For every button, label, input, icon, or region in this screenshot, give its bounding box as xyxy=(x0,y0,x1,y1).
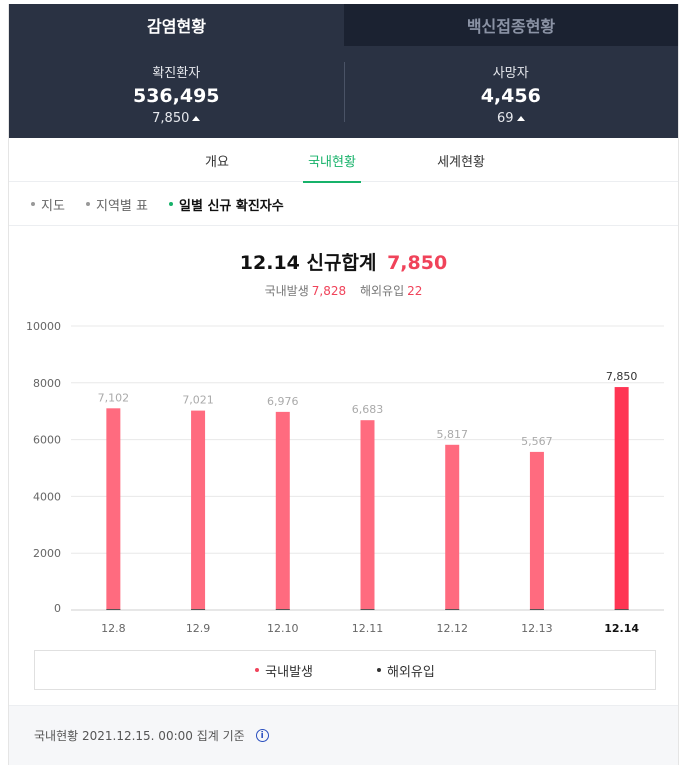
filter-daily-new-label: 일별 신규 확진자수 xyxy=(179,198,284,214)
bar-overseas-segment xyxy=(445,609,460,610)
tab-vaccination-status[interactable]: 백신접종현황 xyxy=(344,4,678,46)
bar-overseas-segment xyxy=(106,609,121,610)
filter-map[interactable]: 지도 xyxy=(31,182,65,226)
summary-date: 12.14 xyxy=(239,252,300,274)
tab-infection-status[interactable]: 감염현황 xyxy=(9,4,344,46)
arrow-up-icon xyxy=(516,116,525,121)
data-label: 6,683 xyxy=(352,403,384,416)
footer-source-text: 국내현황 2021.12.15. 00:00 집계 기준 xyxy=(34,729,245,743)
covid-status-panel: 감염현황 백신접종현황 확진환자 536,495 7,850 사망자 4,456… xyxy=(8,4,679,765)
deaths-delta-value: 69 xyxy=(496,111,514,126)
bar xyxy=(614,387,629,610)
bar xyxy=(106,408,121,610)
overseas-value: 22 xyxy=(407,284,423,298)
filter-region-table[interactable]: 지역별 표 xyxy=(86,182,148,226)
deaths-value: 4,456 xyxy=(480,85,541,107)
legend-item-overseas[interactable]: 해외유입 xyxy=(377,661,435,680)
bar xyxy=(445,444,460,610)
stats-panel: 확진환자 536,495 7,850 사망자 4,456 69 xyxy=(9,46,678,138)
confirmed-label: 확진환자 xyxy=(152,66,201,81)
tab-overview[interactable]: 개요 xyxy=(205,154,229,170)
bar xyxy=(360,420,375,610)
domestic-label: 국내발생 xyxy=(264,284,309,298)
arrow-up-icon xyxy=(192,116,201,121)
x-tick-label: 12.12 xyxy=(436,622,468,635)
bar-overseas-segment xyxy=(614,609,629,610)
bullet-icon xyxy=(86,202,90,206)
data-label: 6,976 xyxy=(267,395,299,408)
data-label: 7,021 xyxy=(182,394,214,407)
legend-dot-icon xyxy=(255,668,260,672)
filter-bar: 지도 지역별 표 일별 신규 확진자수 xyxy=(9,182,678,226)
y-tick-label: 0 xyxy=(54,602,61,615)
chart-legend: 국내발생 해외유입 xyxy=(34,650,656,690)
chart-subtitle: 국내발생 7,828 해외유입 22 xyxy=(9,282,678,299)
overseas-label: 해외유입 xyxy=(359,284,405,298)
legend-item-domestic[interactable]: 국내발생 xyxy=(255,661,313,680)
legend-dot-icon xyxy=(377,668,381,672)
bar xyxy=(191,410,206,610)
bar-overseas-segment xyxy=(191,609,206,610)
filter-region-table-label: 지역별 표 xyxy=(96,198,148,214)
x-tick-label: 12.9 xyxy=(186,622,211,635)
stats-divider xyxy=(344,62,345,122)
x-tick-label: 12.14 xyxy=(604,622,639,635)
filter-daily-new[interactable]: 일별 신규 확진자수 xyxy=(169,182,284,226)
summary-title: 신규합계 xyxy=(306,252,377,274)
y-tick-label: 10000 xyxy=(26,320,61,333)
confirmed-delta-value: 7,850 xyxy=(152,111,190,126)
filter-map-label: 지도 xyxy=(41,198,65,214)
bar-overseas-segment xyxy=(360,609,375,610)
domestic-value: 7,828 xyxy=(311,284,347,298)
x-tick-label: 12.11 xyxy=(352,622,384,635)
stat-confirmed: 확진환자 536,495 7,850 xyxy=(9,46,344,138)
y-tick-label: 8000 xyxy=(33,377,61,390)
footer: 국내현황 2021.12.15. 00:00 집계 기준 i xyxy=(9,705,678,765)
tab-world[interactable]: 세계현황 xyxy=(437,154,485,170)
confirmed-delta: 7,850 xyxy=(152,111,201,126)
confirmed-value: 536,495 xyxy=(132,85,220,107)
bar-overseas-segment xyxy=(275,609,290,610)
sub-tabs: 개요 국내현황 세계현황 xyxy=(9,138,678,183)
data-label: 5,567 xyxy=(521,435,553,448)
y-tick-label: 4000 xyxy=(33,490,61,503)
legend-label-overseas: 해외유입 xyxy=(387,664,435,680)
y-tick-label: 6000 xyxy=(33,434,61,447)
info-icon[interactable]: i xyxy=(255,729,269,742)
stat-deaths: 사망자 4,456 69 xyxy=(344,46,679,138)
data-label: 7,102 xyxy=(98,391,130,404)
daily-cases-bar-chart: 0 2000 4000 6000 8000 10000 7,102 12.8 7,021 12.9… xyxy=(26,320,664,635)
summary-total: 7,850 xyxy=(387,252,448,274)
deaths-label: 사망자 xyxy=(492,66,529,81)
legend-label-domestic: 국내발생 xyxy=(265,664,313,680)
top-tabs: 감염현황 백신접종현황 xyxy=(9,4,678,46)
data-label: 7,850 xyxy=(606,370,638,383)
x-tick-label: 12.10 xyxy=(267,622,299,635)
tab-domestic[interactable]: 국내현황 xyxy=(303,138,361,183)
chart-title: 12.14 신규합계 7,850 xyxy=(9,248,678,275)
bullet-icon xyxy=(169,202,173,206)
x-tick-label: 12.13 xyxy=(521,622,553,635)
x-tick-label: 12.8 xyxy=(101,622,126,635)
bar-overseas-segment xyxy=(529,609,544,610)
bullet-icon xyxy=(31,202,35,206)
bar xyxy=(275,411,290,610)
bar xyxy=(529,451,544,610)
deaths-delta: 69 xyxy=(497,111,525,126)
data-label: 5,817 xyxy=(436,428,468,441)
y-tick-label: 2000 xyxy=(33,547,61,560)
